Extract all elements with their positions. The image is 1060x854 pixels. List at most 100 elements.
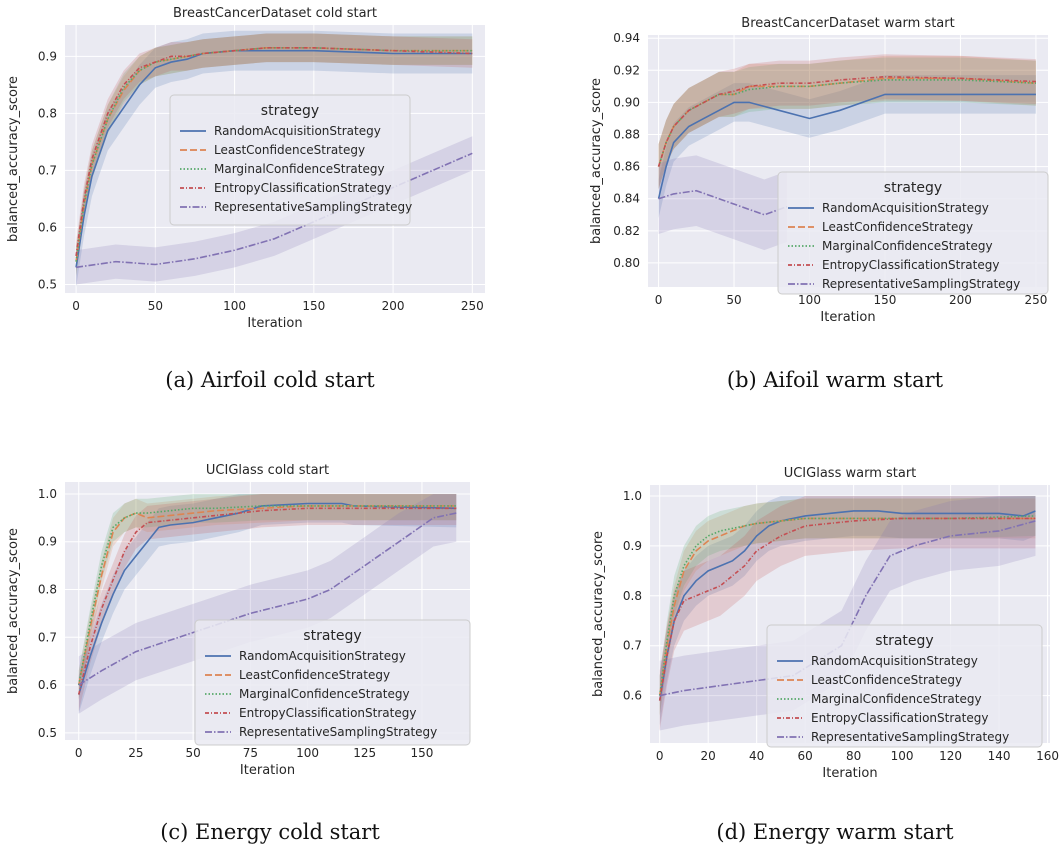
chart-title: UCIGlass cold start: [206, 463, 329, 478]
legend-title: strategy: [261, 103, 319, 119]
x-axis-label: Iteration: [247, 316, 302, 331]
x-tick-label: 20: [701, 749, 716, 763]
series-line: [77, 505, 457, 686]
series-line: [657, 75, 1036, 167]
x-tick-label: 120: [939, 749, 962, 763]
legend-label: EntropyClassificationStrategy: [214, 181, 391, 195]
x-tick-label: 250: [1024, 293, 1047, 307]
legend-label: LeastConfidenceStrategy: [811, 673, 962, 687]
x-tick-label: 200: [949, 293, 972, 307]
series-line: [658, 189, 788, 216]
legend-label: MarginalConfidenceStrategy: [239, 687, 410, 701]
legend-label: RandomAcquisitionStrategy: [811, 654, 978, 668]
legend-box: [777, 171, 1049, 295]
y-axis-label: balanced_accuracy_score: [589, 78, 604, 244]
chart-panel-d: UCIGlass warm start 0 20 40 60 80 100 120 140 160…: [530, 455, 1060, 805]
confidence-band: [76, 30, 473, 288]
y-axis-label: balanced_accuracy_score: [6, 76, 21, 242]
legend-box: [169, 94, 411, 226]
chart-title: BreastCancerDataset cold start: [173, 6, 377, 21]
y-tick-label: 1.0: [623, 489, 642, 503]
y-tick-label: 0.92: [613, 63, 640, 77]
legend-label: RepresentativeSamplingStrategy: [811, 730, 1009, 744]
caption-b: (b) Aifoil warm start: [726, 368, 944, 392]
legend-label: LeastConfidenceStrategy: [822, 220, 973, 234]
series-line: [78, 512, 457, 686]
x-tick-label: 80: [846, 749, 861, 763]
legend-label: EntropyClassificationStrategy: [822, 258, 999, 272]
series-line: [658, 517, 1036, 701]
series-line: [77, 502, 457, 695]
x-tick-label: 160: [1036, 749, 1059, 763]
legend-label: LeastConfidenceStrategy: [239, 668, 390, 682]
series-line: [77, 507, 457, 695]
confidence-band: [76, 33, 473, 276]
y-axis-label: balanced_accuracy_score: [6, 528, 21, 694]
chart-title: UCIGlass warm start: [784, 466, 917, 481]
legend-label: EntropyClassificationStrategy: [239, 706, 416, 720]
x-tick-label: 250: [461, 299, 484, 313]
y-tick-label: 0.9: [623, 539, 642, 553]
confidence-band: [658, 75, 1036, 218]
legend-title: strategy: [875, 633, 933, 649]
caption-a: (a) Airfoil cold start: [165, 368, 375, 392]
y-tick-label: 0.9: [38, 49, 57, 63]
legend-label: RandomAcquisitionStrategy: [822, 201, 989, 215]
y-tick-label: 0.5: [38, 277, 57, 291]
series-line: [658, 515, 1036, 696]
confidence-band: [659, 495, 1036, 731]
y-tick-label: 0.7: [38, 630, 57, 644]
x-tick-label: 140: [988, 749, 1011, 763]
x-tick-label: 150: [302, 299, 325, 313]
confidence-band: [78, 493, 457, 700]
series-line: [75, 47, 473, 257]
caption-d: (d) Energy warm start: [716, 820, 954, 844]
legend-label: RepresentativeSamplingStrategy: [822, 277, 1020, 291]
y-tick-label: 0.82: [613, 224, 640, 238]
x-tick-label: 100: [891, 749, 914, 763]
y-tick-label: 0.8: [38, 583, 57, 597]
chart-panel-b: BreastCancerDataset warm start 0 50 100 150 2…: [530, 0, 1060, 350]
chart-b-svg: BreastCancerDataset warm start 0 50 100 150 2…: [589, 16, 1049, 325]
chart-panel-a: BreastCancerDataset cold start 0 50 100 150 2…: [0, 0, 530, 350]
x-tick-label: 75: [243, 746, 258, 760]
x-axis-label: Iteration: [822, 766, 877, 781]
caption-c: (c) Energy cold start: [160, 820, 380, 844]
x-tick-label: 0: [75, 746, 83, 760]
legend-label: EntropyClassificationStrategy: [811, 711, 988, 725]
legend-label: MarginalConfidenceStrategy: [822, 239, 993, 253]
legend-label: RandomAcquisitionStrategy: [239, 649, 406, 663]
y-tick-label: 0.84: [613, 192, 640, 206]
series-line: [658, 510, 1036, 701]
y-tick-label: 0.90: [613, 95, 640, 109]
x-axis-label: Iteration: [240, 763, 295, 778]
x-tick-label: 60: [798, 749, 813, 763]
y-tick-label: 0.86: [613, 160, 640, 174]
y-tick-label: 0.5: [38, 726, 57, 740]
series-line: [657, 93, 1036, 199]
chart-c-svg: UCIGlass cold start 0 25 50 75 100 125 150 0.5 0.…: [6, 463, 471, 778]
confidence-band: [78, 493, 457, 700]
x-tick-label: 100: [223, 299, 246, 313]
x-tick-label: 150: [410, 746, 433, 760]
chart-d-svg: UCIGlass warm start 0 20 40 60 80 100 120 140 160…: [591, 466, 1059, 781]
confidence-band: [78, 493, 457, 714]
x-tick-label: 50: [185, 746, 200, 760]
series-group: [75, 30, 473, 288]
confidence-band: [76, 33, 473, 276]
x-tick-label: 40: [749, 749, 764, 763]
confidence-band: [659, 498, 1036, 716]
series-group: [77, 493, 457, 714]
legend-box: [766, 624, 1043, 748]
series-group: [658, 495, 1036, 731]
y-tick-label: 0.7: [623, 639, 642, 653]
chart-a-svg: BreastCancerDataset cold start 0 50 100 150 2…: [6, 6, 485, 331]
confidence-band: [658, 57, 1036, 190]
y-tick-label: 0.7: [38, 163, 57, 177]
x-tick-label: 100: [296, 746, 319, 760]
x-tick-label: 0: [655, 293, 663, 307]
y-axis-label: balanced_accuracy_score: [591, 531, 606, 697]
legend-label: LeastConfidenceStrategy: [214, 143, 365, 157]
y-tick-label: 1.0: [38, 487, 57, 501]
confidence-band: [658, 54, 1036, 190]
